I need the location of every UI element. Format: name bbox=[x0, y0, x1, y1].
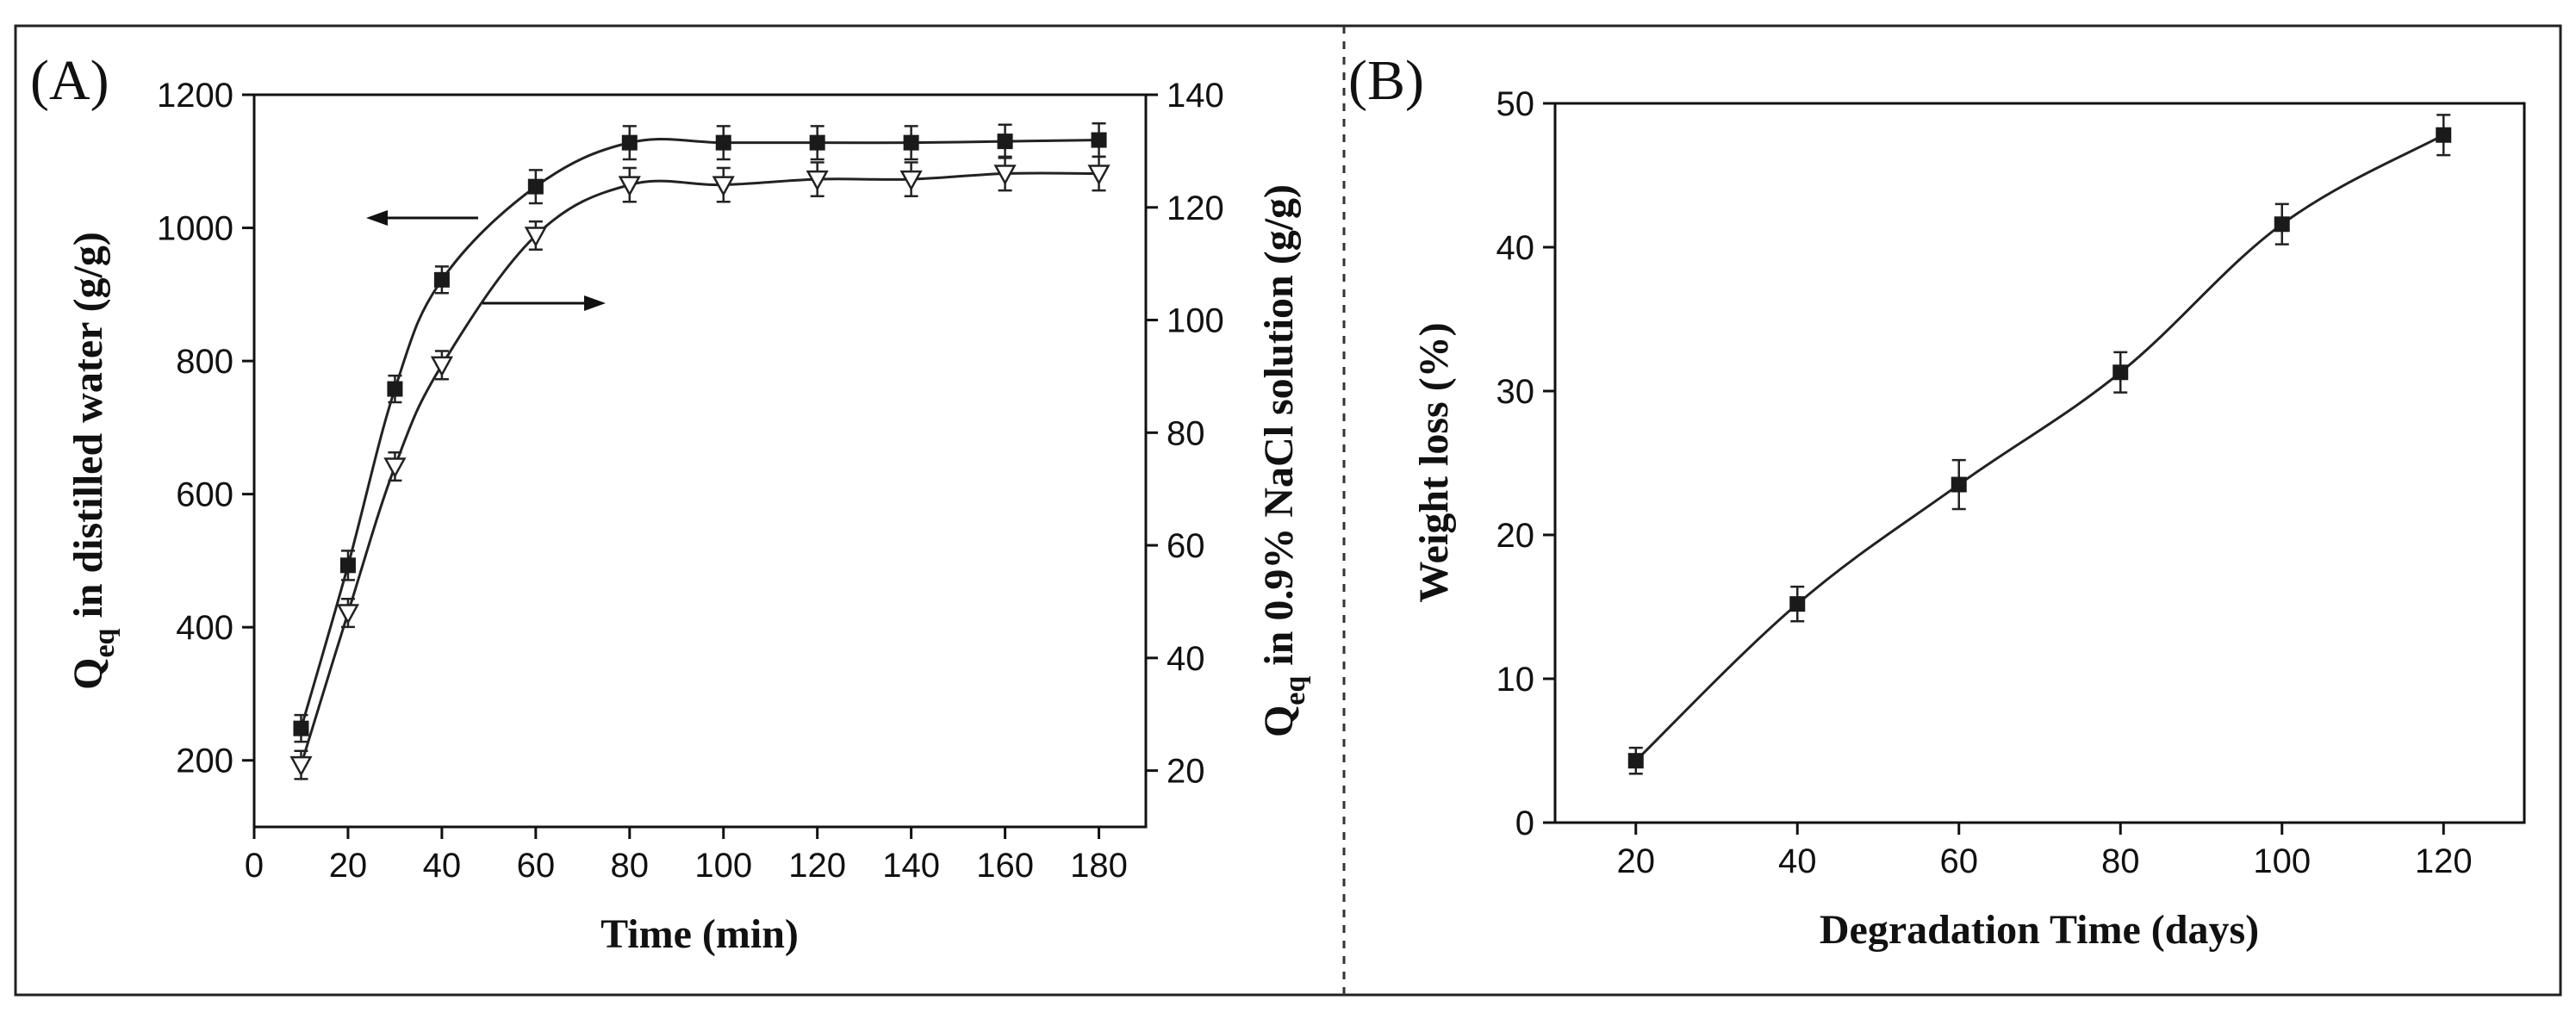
panel-a-series-2-point bbox=[1087, 165, 1111, 186]
panel-b-series-1-point bbox=[2274, 216, 2290, 233]
panel-a-label: (A) bbox=[30, 49, 109, 112]
panel-a-plot-area bbox=[252, 93, 1148, 829]
panel-b-x-tick-label: 80 bbox=[2101, 842, 2140, 880]
panel-a-left-y-tick-label: 400 bbox=[176, 609, 233, 647]
panel-b-x-tick-label: 20 bbox=[1617, 842, 1656, 880]
panel-a-series-1-point bbox=[1091, 132, 1107, 148]
panel-b-x-label: Degradation Time (days) bbox=[1820, 907, 2259, 953]
panel-a-series-2-point bbox=[383, 457, 407, 479]
panel-b-plot-area bbox=[1553, 102, 2526, 824]
panel-a-right-y-tick-label: 40 bbox=[1167, 640, 1205, 678]
panel-a-right-y-tick-label: 80 bbox=[1167, 414, 1205, 452]
panel-a-x-tick-label: 60 bbox=[517, 847, 556, 885]
panel-b-x-tick-label: 120 bbox=[2415, 842, 2473, 880]
panel-a: (A) 0 20 40 60 80 100 120 140 160 180 200 400 600 80… bbox=[30, 49, 1311, 957]
panel-b-y-tick-label: 10 bbox=[1496, 661, 1535, 699]
panel-a-x-tick-label: 80 bbox=[611, 847, 650, 885]
panel-a-series-1-point bbox=[621, 134, 638, 151]
panel-b-series-1-line bbox=[1634, 134, 2444, 762]
panel-a-series-2-point bbox=[289, 755, 313, 777]
panel-a-series-2-point bbox=[899, 170, 923, 191]
panel-a-right-y-tick-label: 100 bbox=[1167, 302, 1224, 340]
panel-a-right-y-tick-label: 60 bbox=[1167, 527, 1205, 565]
panel-a-x-axis: 0 20 40 60 80 100 120 140 160 180 bbox=[245, 827, 1128, 885]
panel-a-right-y-tick-label: 140 bbox=[1167, 77, 1224, 115]
panel-a-x-tick-label: 120 bbox=[788, 847, 846, 885]
panel-a-series-1-point bbox=[997, 134, 1013, 150]
panel-b-series-1-point bbox=[1627, 753, 1644, 769]
arrow-to-right-axis bbox=[482, 295, 606, 311]
panel-a-x-tick-label: 160 bbox=[976, 847, 1034, 885]
panel-a-right-y-label: Qeq in 0.9% NaCl solution (g/g) bbox=[1256, 184, 1311, 737]
panel-a-series-1-point bbox=[293, 720, 309, 736]
panel-a-series-1-point bbox=[527, 178, 544, 195]
panel-a-series-2-point bbox=[336, 604, 360, 625]
panel-b-y-tick-label: 40 bbox=[1496, 229, 1535, 267]
panel-a-x-tick-label: 100 bbox=[694, 847, 752, 885]
panel-a-x-label: Time (min) bbox=[600, 911, 799, 957]
panel-a-x-tick-label: 140 bbox=[882, 847, 940, 885]
panel-a-right-y-axis: 20 40 60 80 100 120 140 bbox=[1146, 77, 1224, 791]
panel-a-x-tick-label: 20 bbox=[329, 847, 368, 885]
panel-a-left-y-tick-label: 1000 bbox=[157, 210, 233, 248]
panel-b-series-1-point bbox=[2436, 127, 2452, 143]
panel-b-series-1-point bbox=[1951, 476, 1967, 493]
figure-frame bbox=[14, 24, 2562, 997]
panel-a-left-y-tick-label: 600 bbox=[176, 476, 233, 514]
panel-b-y-tick-label: 0 bbox=[1515, 805, 1534, 842]
arrow-to-left-axis bbox=[366, 210, 478, 226]
panel-b-y-label: Weight loss (%) bbox=[1411, 322, 1457, 602]
panel-a-left-y-label: Qeq in distilled water (g/g) bbox=[65, 232, 121, 690]
panel-b-series-1-point bbox=[2112, 364, 2129, 381]
panel-a-series-2-point bbox=[618, 176, 641, 197]
panel-a-left-y-tick-label: 1200 bbox=[157, 77, 233, 115]
panel-b-y-axis: 0 10 20 30 40 50 bbox=[1496, 85, 1555, 842]
panel-a-series-2-point bbox=[430, 356, 454, 377]
panel-b-x-tick-label: 60 bbox=[1940, 842, 1979, 880]
panel-b-series-1-point bbox=[1789, 596, 1806, 612]
panel-a-series-2-line bbox=[300, 171, 1099, 766]
panel-b-y-tick-label: 20 bbox=[1496, 517, 1535, 555]
panel-a-series-1-point bbox=[809, 134, 825, 151]
panel-b-y-tick-label: 30 bbox=[1496, 373, 1535, 411]
panel-a-left-y-tick-label: 200 bbox=[176, 743, 233, 780]
panel-a-series-1-line bbox=[300, 138, 1099, 730]
panel-a-x-tick-label: 40 bbox=[423, 847, 462, 885]
panel-a-series-2-point bbox=[993, 165, 1017, 186]
panel-b: (B) 20 40 60 80 100 120 0 10 20 30 40 50 Degradati… bbox=[1348, 49, 2526, 953]
panel-a-left-y-axis: 200 400 600 800 1000 1200 bbox=[157, 77, 254, 780]
panel-b-series bbox=[1627, 114, 2452, 775]
panel-a-series-2-point bbox=[806, 170, 829, 191]
panel-a-left-y-tick-label: 800 bbox=[176, 343, 233, 381]
panel-b-label: (B) bbox=[1348, 49, 1424, 112]
panel-a-x-tick-label: 180 bbox=[1070, 847, 1128, 885]
panel-a-series-1-point bbox=[387, 381, 403, 397]
panel-a-series-1-point bbox=[433, 271, 450, 288]
panel-a-x-tick-label: 0 bbox=[245, 847, 264, 885]
panel-a-series-1-point bbox=[903, 134, 919, 151]
panel-a-right-y-tick-label: 20 bbox=[1167, 753, 1205, 791]
panel-a-series bbox=[289, 121, 1111, 780]
panel-a-series-1-point bbox=[339, 557, 356, 574]
panel-a-series-2-point bbox=[712, 176, 735, 197]
panel-a-right-y-tick-label: 120 bbox=[1167, 190, 1224, 227]
panel-b-y-tick-label: 50 bbox=[1496, 85, 1535, 123]
panel-b-x-axis: 20 40 60 80 100 120 bbox=[1617, 823, 2473, 880]
panel-a-series-2-point bbox=[524, 227, 547, 248]
panel-a-series-1-point bbox=[715, 134, 731, 151]
panel-b-x-tick-label: 100 bbox=[2253, 842, 2311, 880]
panel-b-x-tick-label: 40 bbox=[1778, 842, 1817, 880]
